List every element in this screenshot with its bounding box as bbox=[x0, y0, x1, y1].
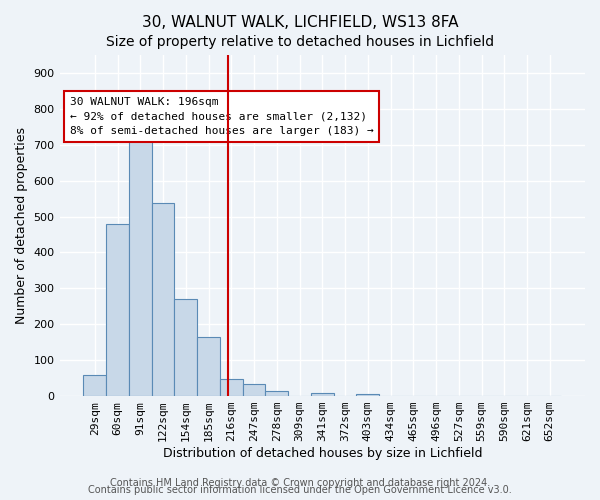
Bar bbox=[220, 379, 242, 396]
Text: Contains public sector information licensed under the Open Government Licence v3: Contains public sector information licen… bbox=[88, 485, 512, 495]
Y-axis label: Number of detached properties: Number of detached properties bbox=[15, 127, 28, 324]
Bar bbox=[311, 393, 334, 396]
Bar bbox=[197, 337, 220, 396]
Bar bbox=[152, 204, 175, 396]
Text: 30, WALNUT WALK, LICHFIELD, WS13 8FA: 30, WALNUT WALK, LICHFIELD, WS13 8FA bbox=[142, 15, 458, 30]
Text: Size of property relative to detached houses in Lichfield: Size of property relative to detached ho… bbox=[106, 35, 494, 49]
Text: 30 WALNUT WALK: 196sqm
← 92% of detached houses are smaller (2,132)
8% of semi-d: 30 WALNUT WALK: 196sqm ← 92% of detached… bbox=[70, 96, 374, 136]
Bar bbox=[242, 384, 265, 396]
Bar bbox=[175, 299, 197, 396]
Bar bbox=[265, 391, 288, 396]
Bar bbox=[106, 224, 129, 396]
Bar bbox=[129, 140, 152, 396]
Bar bbox=[356, 394, 379, 396]
X-axis label: Distribution of detached houses by size in Lichfield: Distribution of detached houses by size … bbox=[163, 447, 482, 460]
Bar bbox=[83, 374, 106, 396]
Text: Contains HM Land Registry data © Crown copyright and database right 2024.: Contains HM Land Registry data © Crown c… bbox=[110, 478, 490, 488]
